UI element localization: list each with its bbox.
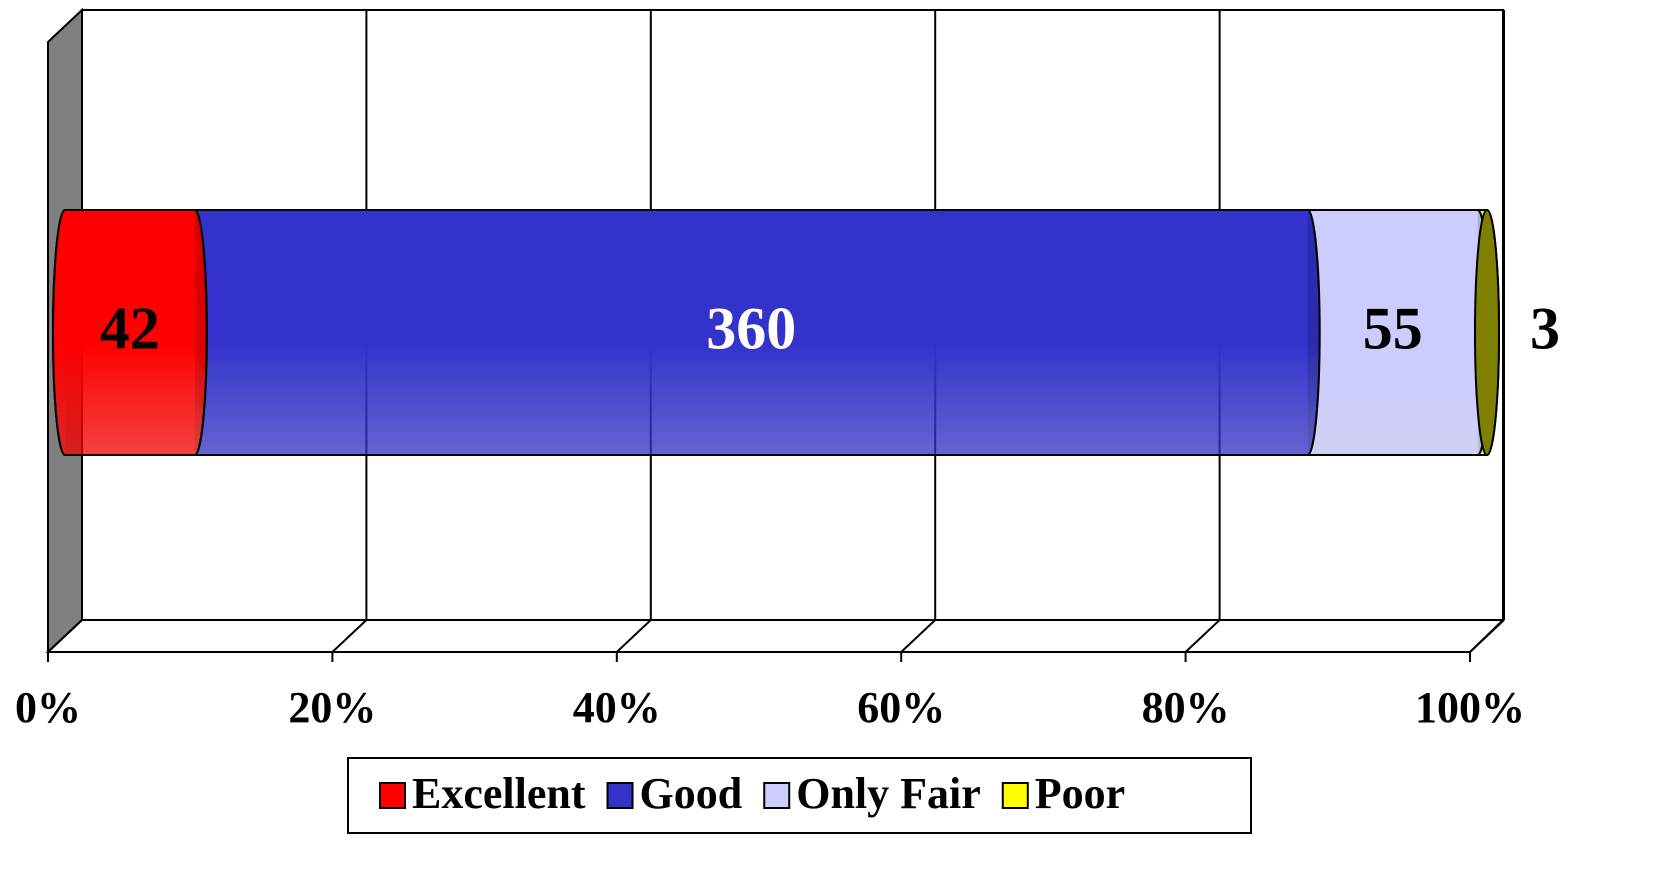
floor [45,619,1506,653]
bar-cap [52,209,66,456]
bar-segment [1474,209,1500,456]
bar-segment [52,209,208,456]
floor-grid-line [331,619,368,653]
bar-end [1474,209,1500,456]
legend-swatch [606,782,634,809]
floor-grid-line [1469,619,1505,653]
bar-segment [194,209,1321,456]
legend-box [347,757,1252,834]
floor-grid-line [616,619,652,653]
legend-label: Poor [1035,769,1125,818]
legend: Excellent Good Only Fair Poor [379,769,1125,818]
legend-label: Excellent [412,769,586,818]
x-tick-label: 60% [857,683,945,732]
floor-grid-line [900,619,936,653]
legend-swatch [1001,782,1029,809]
x-tick-label: 20% [288,683,376,732]
floor-grid-line [1184,619,1221,653]
data-label: 360 [706,295,796,361]
legend-label: Good [640,769,743,818]
data-label: 42 [100,295,160,361]
axis: 0% 20% 40% 60% 80% 100% [15,10,1525,732]
x-tick-label: 0% [15,683,81,732]
x-tick-label: 100% [1415,683,1525,732]
legend-swatch [763,782,791,809]
bar-segment [1307,209,1491,456]
x-tick-label: 40% [573,683,661,732]
x-tick-label: 80% [1142,683,1230,732]
data-label: 3 [1530,295,1560,361]
floor-grid-line [47,619,83,653]
legend-label: Only Fair [796,769,981,818]
legend-swatch [379,782,406,809]
data-label: 55 [1363,295,1423,361]
